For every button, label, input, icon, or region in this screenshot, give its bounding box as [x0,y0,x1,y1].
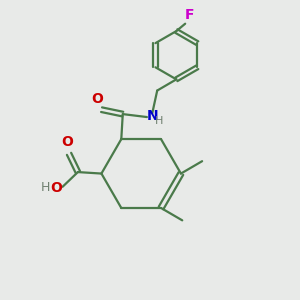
Text: N: N [146,109,158,123]
Text: H: H [41,181,50,194]
Text: O: O [51,181,63,195]
Text: O: O [91,92,103,106]
Text: F: F [185,8,194,22]
Text: H: H [155,116,164,126]
Text: O: O [61,135,74,149]
